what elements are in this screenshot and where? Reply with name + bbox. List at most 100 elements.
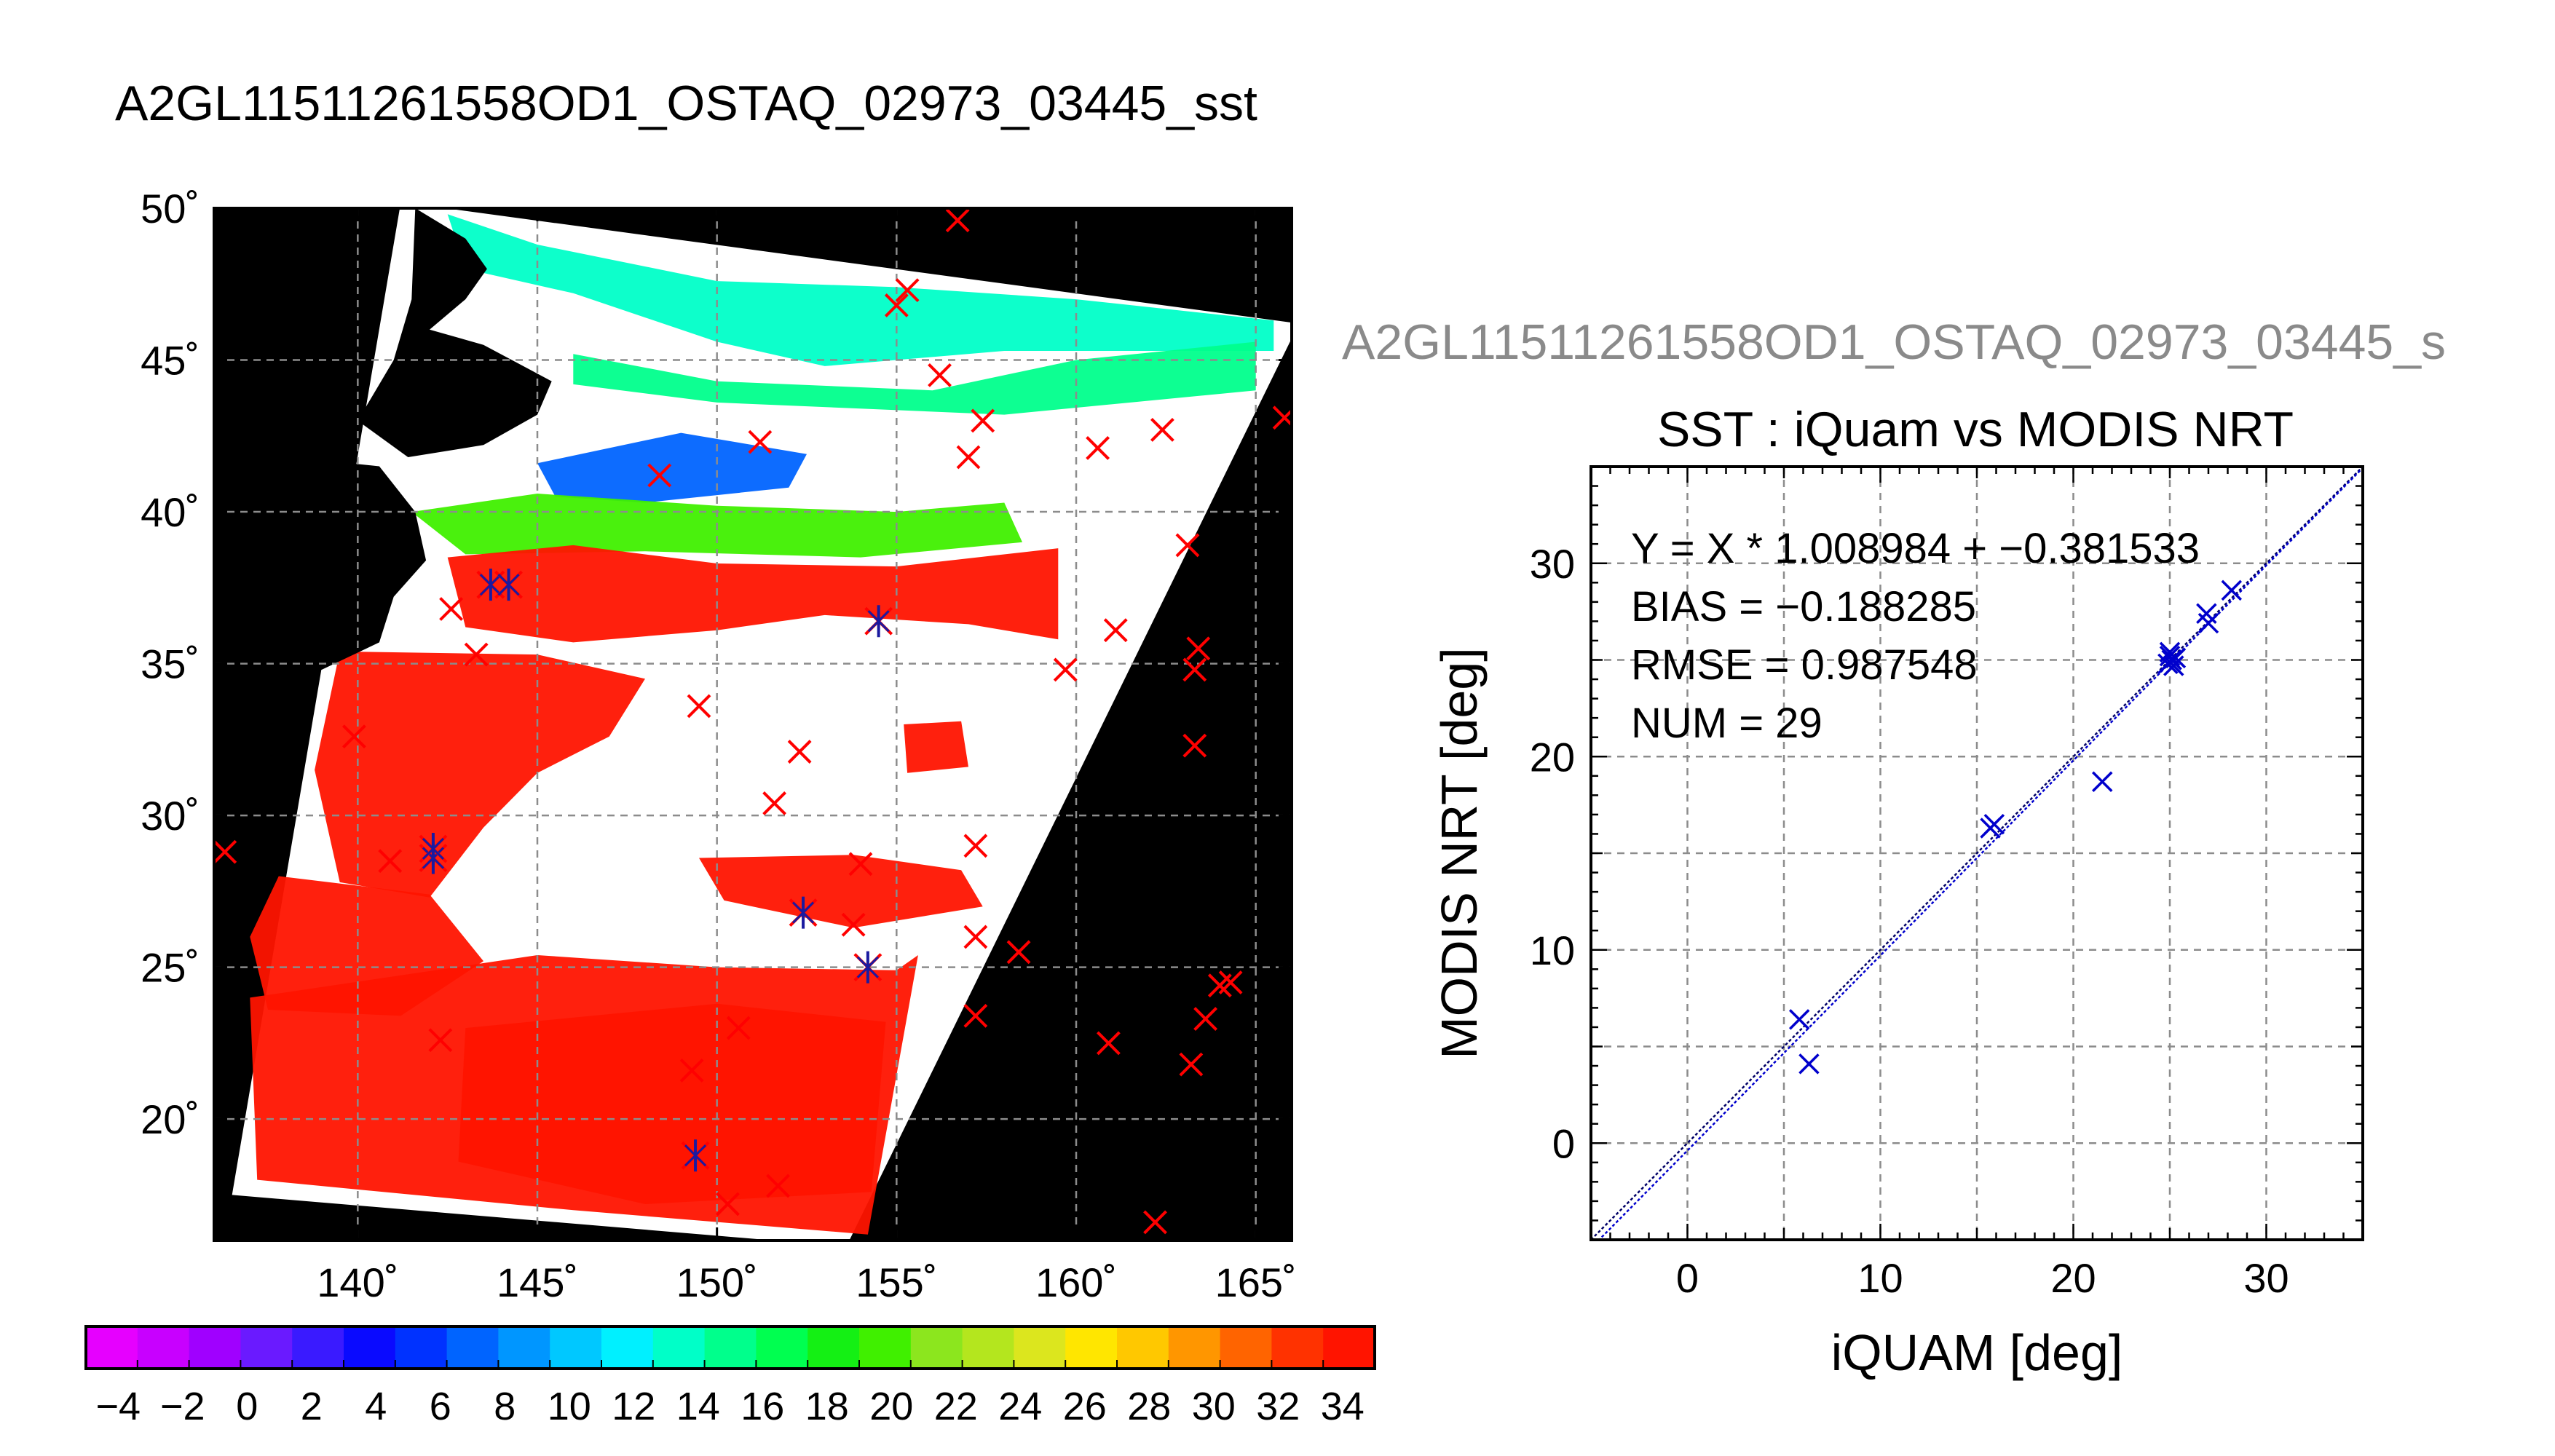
scatter-x-tick-label: 20	[2050, 1255, 2096, 1301]
colorbar-swatch	[86, 1326, 138, 1369]
scatter-x-tick-label: 0	[1676, 1255, 1699, 1301]
red-x-marker	[766, 1174, 790, 1198]
secondary-title: A2GL11511261558OD1_OSTAQ_02973_03445_s	[1342, 314, 2446, 370]
colorbar-swatch	[910, 1326, 963, 1369]
map-lon-tick-label: 150˚	[676, 1259, 758, 1305]
map-markers	[214, 208, 1292, 1235]
red-x-marker	[895, 278, 920, 303]
map-lat-tick-label: 30˚	[141, 793, 200, 839]
colorbar-tick-label: 22	[934, 1385, 978, 1428]
colorbar-swatch	[1065, 1326, 1118, 1369]
sst-region	[315, 651, 645, 898]
red-x-marker	[464, 642, 489, 667]
blue-asterisk-marker	[494, 569, 523, 601]
sst-region	[447, 545, 1059, 643]
scatter-point	[1788, 1009, 1810, 1030]
colorbar-swatch	[550, 1326, 602, 1369]
red-x-marker	[1096, 1031, 1121, 1056]
map-lat-tick-label: 40˚	[141, 489, 200, 535]
red-x-marker	[971, 408, 995, 433]
scatter-y-tick-label: 0	[1552, 1120, 1575, 1166]
red-x-marker	[1179, 1052, 1204, 1077]
scatter-plot: SST : iQuam vs MODIS NRT 0 10 20 300102030 …	[1431, 402, 2364, 1381]
colorbar-tick-label: 10	[548, 1385, 591, 1428]
map-grid	[214, 208, 1292, 1241]
sst-region	[699, 855, 983, 928]
scatter-point	[1983, 813, 2005, 835]
sst-colorbar: −4 −2 0 2 4 6 8 10 12 14 16 18 20 22 24 26 28 30 32 34	[84, 1325, 1376, 1428]
blue-asterisk-marker	[681, 1139, 710, 1172]
red-x-marker	[214, 839, 237, 864]
red-x-marker	[884, 293, 909, 317]
scatter-y-tick-label: 30	[1530, 541, 1575, 587]
red-x-marker	[1143, 1210, 1167, 1235]
red-x-marker	[748, 430, 773, 454]
colorbar-tick-label: 16	[741, 1385, 784, 1428]
red-x-marker	[716, 1192, 740, 1216]
red-x-marker	[687, 694, 711, 719]
scatter-title: SST : iQuam vs MODIS NRT	[1657, 402, 2294, 457]
red-x-marker	[1182, 657, 1207, 682]
sst-region	[904, 721, 968, 773]
y-axis-label: MODIS NRT [deg]	[1431, 647, 1488, 1059]
colorbar-tick-label: 26	[1063, 1385, 1107, 1428]
red-x-marker	[1182, 733, 1207, 758]
red-x-marker	[787, 740, 812, 764]
map-lat-tick-label: 35˚	[141, 641, 200, 687]
colorbar-tick-label: 30	[1192, 1385, 1236, 1428]
blue-asterisk-marker	[853, 951, 882, 984]
scatter-point	[2197, 612, 2219, 634]
bias-label: BIAS = −0.188285	[1631, 583, 1976, 630]
map-lon-tick-label: 160˚	[1035, 1259, 1117, 1305]
colorbar-swatch	[1014, 1326, 1066, 1369]
map-lon-tick-label: 155˚	[856, 1259, 937, 1305]
red-x-marker	[726, 1016, 751, 1040]
scatter-x-tick-label: 10	[1857, 1255, 1903, 1301]
red-x-marker	[341, 724, 366, 749]
red-x-marker	[1186, 636, 1211, 661]
map-lat-tick-label: 20˚	[141, 1096, 200, 1142]
red-x-marker	[945, 208, 970, 233]
red-x-marker	[848, 852, 873, 877]
colorbar-swatch	[756, 1326, 808, 1369]
colorbar-swatch	[1220, 1326, 1272, 1369]
colorbar-tick-label: 8	[494, 1385, 516, 1428]
colorbar-swatch	[704, 1326, 757, 1369]
red-x-marker	[1150, 418, 1174, 442]
blue-asterisk-marker	[864, 605, 893, 638]
colorbar-swatch	[807, 1326, 860, 1369]
colorbar-swatch	[137, 1326, 190, 1369]
num-label: NUM = 29	[1631, 700, 1823, 747]
blue-asterisk-marker	[789, 896, 818, 929]
colorbar-tick-label: −2	[160, 1385, 205, 1428]
land-region	[358, 208, 552, 457]
colorbar-swatch	[1323, 1326, 1375, 1369]
colorbar-tick-label: 2	[301, 1385, 323, 1428]
scatter-regression-lines	[1591, 467, 2363, 1240]
colorbar-swatch	[395, 1326, 448, 1369]
blue-asterisk-marker	[419, 832, 448, 865]
identity-line	[1591, 467, 2363, 1240]
colorbar-tick-label: 14	[676, 1385, 720, 1428]
scatter-points	[1788, 579, 2243, 1075]
red-x-marker	[762, 791, 787, 815]
colorbar-swatch	[189, 1326, 241, 1369]
colorbar-swatch	[652, 1326, 706, 1369]
red-x-marker	[1103, 618, 1128, 643]
scatter-point	[2092, 771, 2113, 793]
map-lat-tick-label: 50˚	[141, 186, 200, 232]
red-x-marker	[1272, 405, 1292, 430]
red-x-marker	[1193, 1007, 1218, 1031]
map-lon-tick-label: 145˚	[497, 1259, 578, 1305]
colorbar-tick-label: 4	[365, 1385, 387, 1428]
red-x-marker	[963, 1003, 988, 1028]
scatter-x-tick-label: 30	[2243, 1255, 2289, 1301]
colorbar-tick-label: 28	[1127, 1385, 1171, 1428]
colorbar-tick-label: 24	[998, 1385, 1042, 1428]
map-lat-tick-label: 25˚	[141, 945, 200, 991]
sst-map: 140˚ 145˚ 150˚ 155˚ 160˚ 165˚ 50˚ 45˚ 40˚ 35˚ 30˚ 2…	[141, 186, 1297, 1305]
scatter-annotations: Y = X * 1.008984 + −0.381533 BIAS = −0.1…	[1631, 525, 2200, 747]
map-lon-tick-label: 140˚	[317, 1259, 398, 1305]
red-x-marker	[1006, 940, 1031, 965]
